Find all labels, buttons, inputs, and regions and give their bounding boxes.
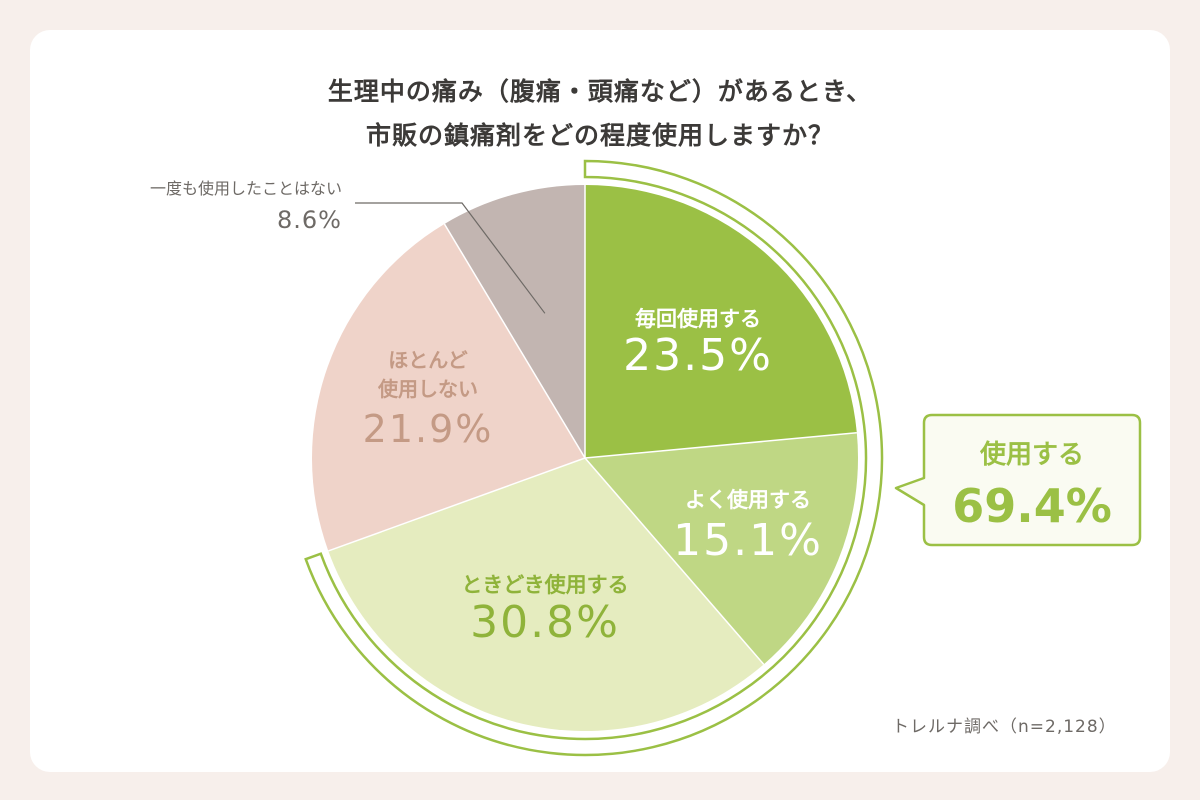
- chart-title-line-1: 生理中の痛み（腹痛・頭痛など）があるとき、: [327, 77, 873, 106]
- slice-value-label: 21.9%: [363, 407, 494, 451]
- slice-label: ときどき使用する: [461, 573, 628, 597]
- slice-separator: [443, 223, 586, 459]
- leader-line: [355, 202, 546, 314]
- group-outline-arc: [304, 159, 884, 757]
- chart-title-line-2: 市販の鎮痛剤をどの程度使用しますか？: [365, 121, 834, 150]
- pie-slice: [444, 185, 585, 458]
- slice-value-label: 23.5%: [623, 330, 773, 381]
- group-value-label: 69.4%: [952, 479, 1112, 533]
- slice-value-label: 15.1%: [673, 515, 823, 566]
- slice-value-label: 8.6%: [277, 206, 342, 234]
- pie-slice: [312, 223, 585, 551]
- slice-label: 一度も使用したことはない: [150, 179, 342, 198]
- slice-separator: [584, 431, 857, 459]
- slice-label: 毎回使用する: [635, 307, 761, 331]
- slice-label: よく使用する: [685, 488, 811, 512]
- group-callout-box: [894, 413, 1142, 547]
- pie-slice: [585, 184, 857, 458]
- pie-slice: [585, 432, 859, 665]
- slice-label: ほとんど: [388, 348, 467, 372]
- slice-separator: [584, 457, 765, 665]
- slice-value-label: 30.8%: [470, 597, 620, 648]
- pie-slice: [328, 458, 764, 732]
- source-note: トレルナ調べ（n=2,128）: [892, 717, 1117, 737]
- slice-separator: [328, 457, 586, 552]
- slice-label: 使用しない: [377, 377, 478, 401]
- group-label: 使用する: [979, 440, 1084, 470]
